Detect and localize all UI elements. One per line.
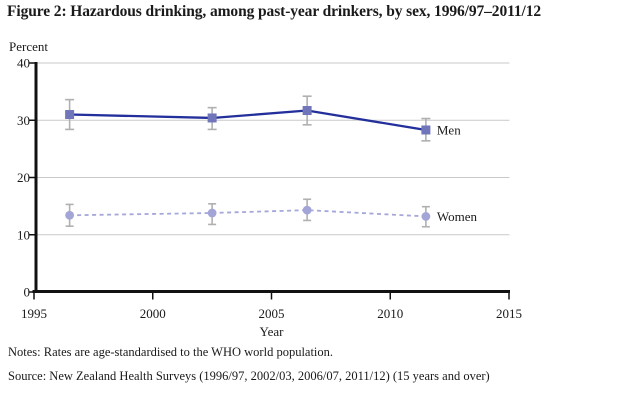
y-tick-label-30: 30 <box>17 113 30 128</box>
figure-notes: Notes: Rates are age-standardised to the… <box>8 345 334 359</box>
women-series-line <box>69 209 426 218</box>
y-tick-label-40: 40 <box>17 56 30 71</box>
men-marker <box>421 125 431 135</box>
men-marker <box>65 110 75 120</box>
men-marker <box>302 106 312 116</box>
y-tick-label-20: 20 <box>17 170 30 185</box>
women-series-label: Women <box>437 209 478 224</box>
y-tick-label-0: 0 <box>24 285 31 300</box>
men-series-label: Men <box>437 122 461 137</box>
x-tick-label-2010: 2010 <box>377 306 403 321</box>
x-tick-label-1995: 1995 <box>21 306 47 321</box>
y-axis-title: Percent <box>9 39 48 54</box>
figure-title: Figure 2: Hazardous drinking, among past… <box>7 3 542 20</box>
women-marker <box>302 205 312 215</box>
x-axis-title: Year <box>260 324 285 339</box>
x-tick-label-2000: 2000 <box>140 306 166 321</box>
women-marker <box>65 210 75 220</box>
x-tick-label-2015: 2015 <box>496 306 522 321</box>
men-marker <box>207 113 217 123</box>
figure-source: Source: New Zealand Health Surveys (1996… <box>8 369 490 383</box>
x-tick-label-2005: 2005 <box>259 306 285 321</box>
women-marker <box>421 212 431 221</box>
line-chart: 0 10 20 30 40 1995 2000 2005 2010 2015 Percent Year… <box>9 39 522 339</box>
y-tick-label-10: 10 <box>17 227 30 242</box>
men-series-line <box>69 109 427 132</box>
women-marker <box>207 208 217 218</box>
